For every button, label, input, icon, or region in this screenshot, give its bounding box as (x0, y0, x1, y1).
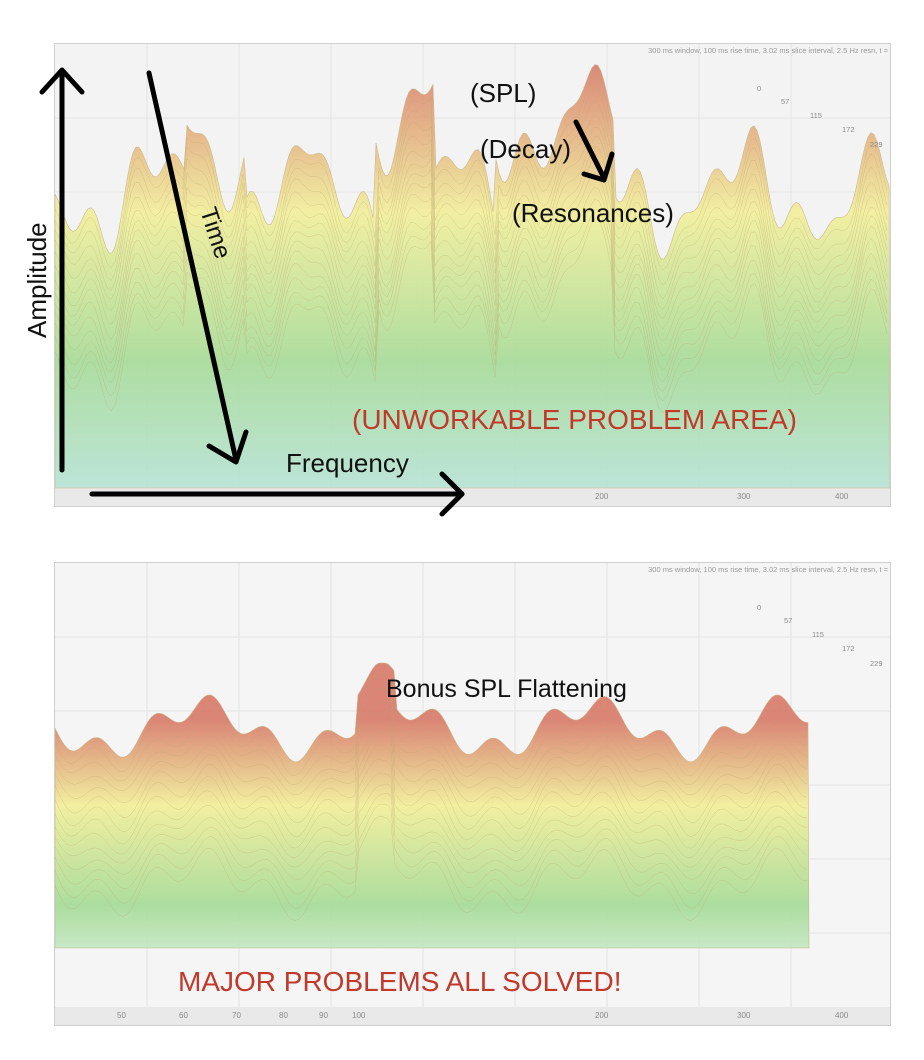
x-tick: 50 (117, 1011, 126, 1020)
time-tick: 229 (870, 659, 883, 668)
x-tick: 300 (737, 492, 751, 501)
x-tick: 90 (319, 1011, 328, 1020)
problem-area-label: (UNWORKABLE PROBLEM AREA) (352, 404, 797, 435)
waterfall-surface-after (55, 662, 810, 949)
x-axis-band (55, 488, 890, 506)
time-tick: 172 (842, 644, 855, 653)
time-tick: 57 (781, 97, 790, 106)
spl-label: (SPL) (470, 78, 537, 108)
bonus-flattening-label: Bonus SPL Flattening (386, 675, 627, 703)
decay-slice-line (55, 701, 808, 796)
x-tick: 80 (279, 1011, 288, 1020)
x-tick: 60 (179, 1011, 188, 1020)
decay-slice-line (55, 687, 808, 786)
waterfall-chart-before: 300 ms window, 100 ms rise time, 3.02 ms… (54, 43, 891, 507)
decay-slice-line (55, 720, 808, 824)
decay-slice-line (55, 773, 808, 868)
decay-slice-line (55, 731, 808, 838)
waterfall-plot-after (55, 563, 890, 1025)
decay-slice-line (55, 672, 808, 776)
decay-label: (Decay) (480, 134, 572, 164)
chart-subtitle: 300 ms window, 100 ms rise time, 3.02 ms… (648, 565, 888, 574)
x-tick: 200 (595, 1011, 609, 1020)
x-tick: 70 (232, 1011, 241, 1020)
time-tick: 229 (870, 140, 883, 149)
decay-slice-line (55, 744, 808, 849)
time-tick: 0 (757, 84, 762, 93)
time-tick: 115 (810, 111, 822, 120)
x-tick: 200 (595, 492, 609, 501)
time-tick: 115 (812, 630, 824, 639)
x-axis-band (55, 1007, 890, 1025)
decay-slice-line (55, 792, 808, 895)
waterfall-plot-before (55, 44, 890, 506)
frequency-label: Frequency (286, 448, 409, 478)
x-tick: 100 (352, 1011, 366, 1020)
x-tick: 300 (737, 1011, 751, 1020)
amplitude-label: Amplitude (22, 222, 52, 338)
decay-slice-line (55, 758, 807, 858)
x-tick: 400 (835, 1011, 849, 1020)
time-tick: 57 (784, 616, 793, 625)
decay-slice-line (55, 803, 808, 909)
time-tick: 0 (757, 603, 762, 612)
x-tick: 400 (835, 492, 849, 501)
time-tick: 172 (842, 125, 855, 134)
waterfall-chart-after: 300 ms window, 100 ms rise time, 3.02 ms… (54, 562, 891, 1026)
decay-slice-line (55, 783, 808, 880)
resonances-label: (Resonances) (512, 198, 674, 228)
decay-slice-line (55, 710, 808, 809)
chart-subtitle: 300 ms window, 100 ms rise time, 3.02 ms… (648, 46, 888, 55)
decay-slice-line (55, 815, 808, 921)
problems-solved-label: MAJOR PROBLEMS ALL SOLVED! (178, 966, 622, 997)
